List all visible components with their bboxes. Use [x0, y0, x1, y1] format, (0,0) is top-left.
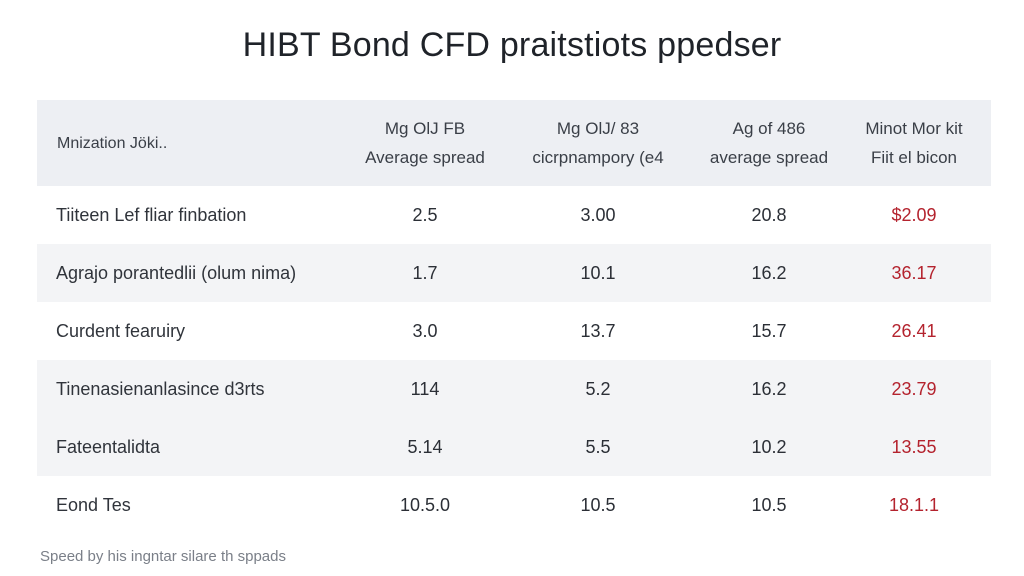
table-cell: 5.2 [585, 378, 611, 399]
table-cell: 10.5 [751, 494, 787, 515]
table-cell: 16.2 [751, 262, 787, 283]
spread-table-container: Mnization Jöki.. Mg OlJ FB Average sprea… [37, 100, 991, 534]
table-row: Curdent fearuiry 3.0 13.7 15.7 26.41 [37, 302, 991, 360]
table-row: Tiiteen Lef fliar finbation 2.5 3.00 20.… [37, 186, 991, 244]
table-cell-highlight: 13.55 [891, 436, 937, 457]
row-label: Fateentalidta [56, 436, 161, 457]
column-header: Mg OlJ FB Average spread [365, 119, 485, 167]
table-row: Eond Tes 10.5.0 10.5 10.5 18.1.1 [37, 476, 991, 534]
row-label: Agrajo porantedlii (olum nima) [56, 262, 297, 283]
table-cell: 20.8 [751, 204, 787, 225]
column-header: Ag of 486 average spread [709, 119, 829, 167]
table-cell: 3.00 [580, 204, 616, 225]
table-cell: 2.5 [412, 204, 438, 225]
footnote: Speed by his ingntar silare th sppads [40, 548, 286, 565]
table-cell-highlight: 23.79 [891, 378, 937, 399]
row-label: Tinenasienanlasince d3rts [56, 378, 265, 399]
table-cell: 16.2 [751, 378, 787, 399]
spread-table: Mnization Jöki.. Mg OlJ FB Average sprea… [37, 100, 991, 534]
row-label: Tiiteen Lef fliar finbation [56, 204, 247, 225]
table-cell: 5.5 [585, 436, 611, 457]
table-header-row: Mnization Jöki.. Mg OlJ FB Average sprea… [37, 100, 991, 186]
table-cell-highlight: $2.09 [891, 204, 937, 225]
column-header: Minot Mor kit Fiit el bicon [865, 119, 963, 167]
table-cell: 13.7 [580, 320, 616, 341]
table-cell: 3.0 [412, 320, 438, 341]
table-cell: 15.7 [751, 320, 787, 341]
table-cell: 10.1 [580, 262, 616, 283]
table-cell: 10.5.0 [399, 494, 451, 515]
table-cell: 114 [410, 378, 440, 399]
table-cell-highlight: 36.17 [891, 262, 937, 283]
table-row: Agrajo porantedlii (olum nima) 1.7 10.1 … [37, 244, 991, 302]
table-cell: 10.5 [580, 494, 616, 515]
page-title: HIBT Bond CFD praitstiots ppedser [242, 26, 782, 64]
row-label: Eond Tes [56, 494, 131, 515]
column-header: Mnization Jöki.. [57, 134, 168, 152]
table-cell-highlight: 18.1.1 [888, 494, 940, 515]
table-cell-highlight: 26.41 [891, 320, 937, 341]
row-label: Curdent fearuiry [56, 320, 186, 341]
table-row: Tinenasienanlasince d3rts 114 5.2 16.2 2… [37, 360, 991, 418]
table-cell: 10.2 [751, 436, 787, 457]
table-cell: 5.14 [407, 436, 443, 457]
table-cell: 1.7 [412, 262, 438, 283]
table-row: Fateentalidta 5.14 5.5 10.2 13.55 [37, 418, 991, 476]
column-header: Mg OlJ/ 83 cicrpnampory (e4 [532, 119, 664, 167]
